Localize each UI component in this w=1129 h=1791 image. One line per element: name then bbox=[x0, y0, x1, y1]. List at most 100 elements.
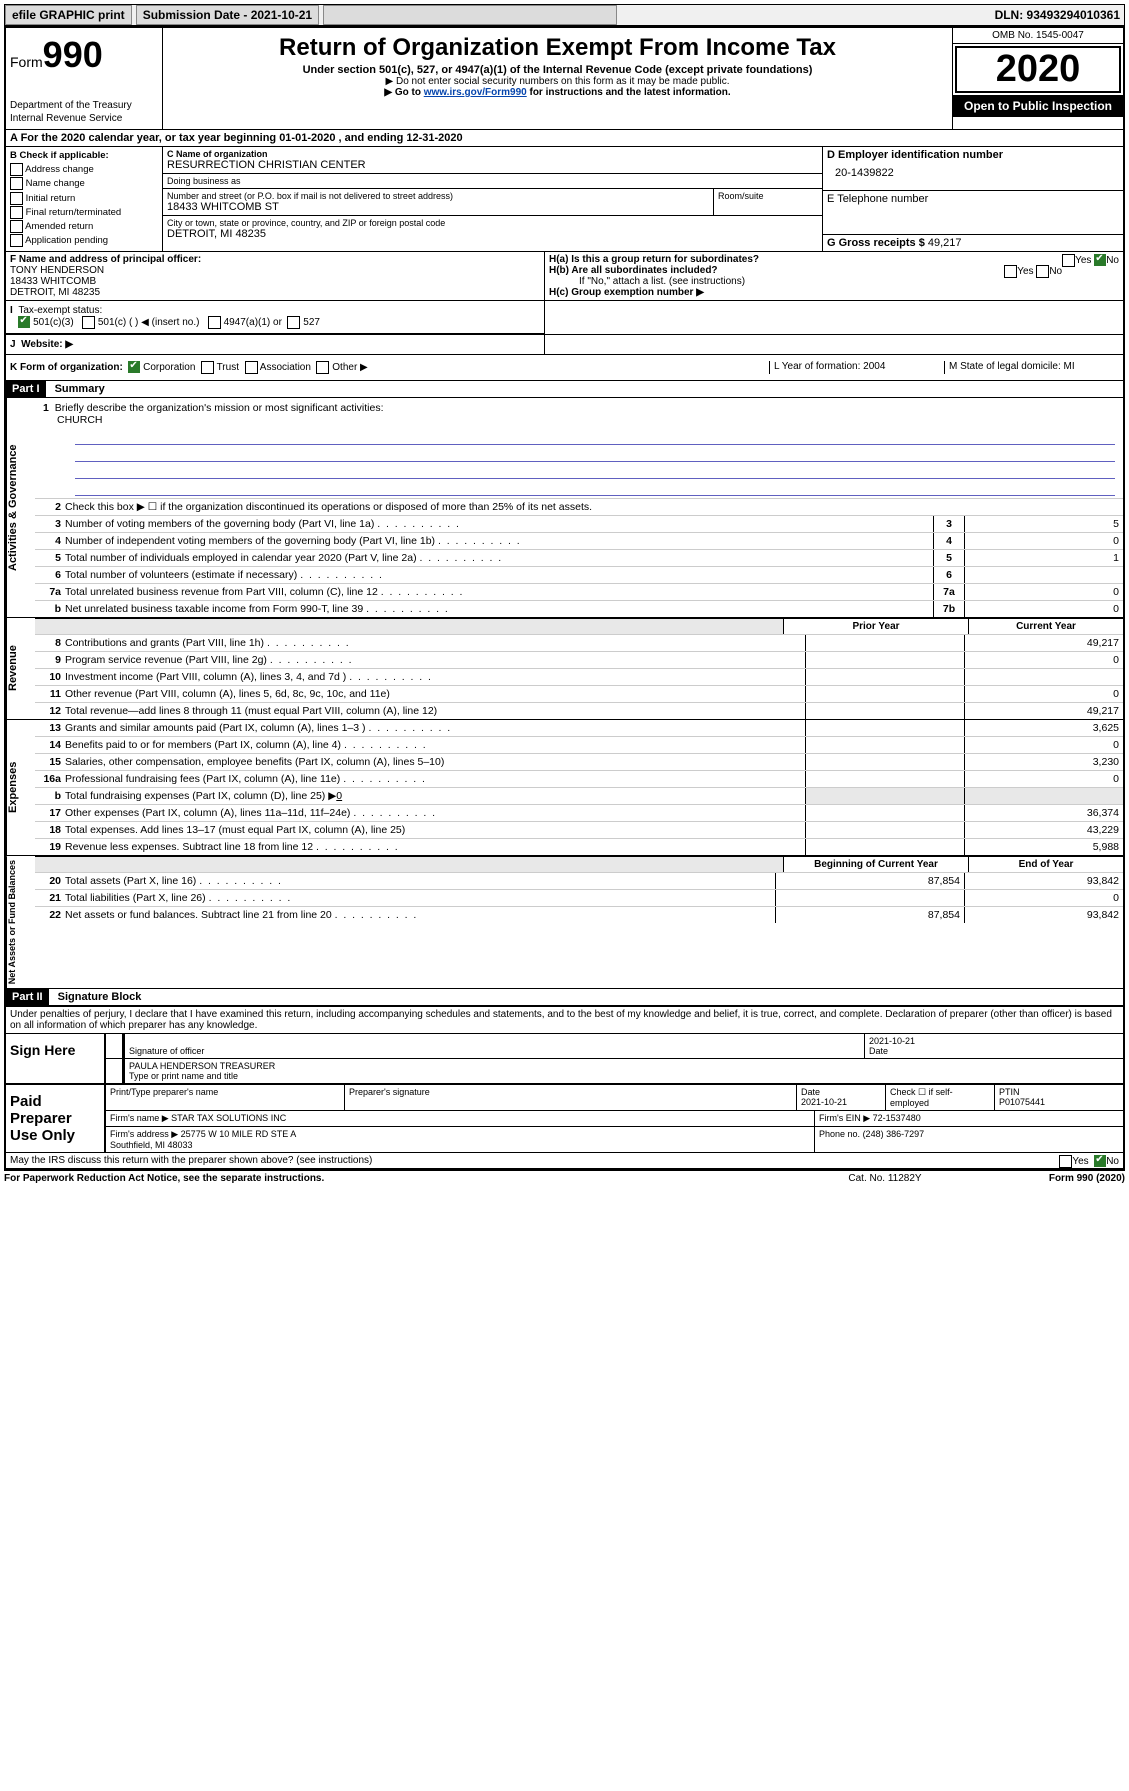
ptin-value: P01075441 bbox=[999, 1097, 1045, 1107]
line10: Investment income (Part VIII, column (A)… bbox=[65, 669, 805, 685]
line7b: Net unrelated business taxable income fr… bbox=[65, 601, 933, 617]
cat-no: Cat. No. 11282Y bbox=[795, 1173, 975, 1184]
check-501c[interactable] bbox=[82, 316, 95, 329]
line5-val: 1 bbox=[964, 550, 1123, 566]
officer-label: F Name and address of principal officer: bbox=[10, 254, 201, 265]
line6-val bbox=[964, 567, 1123, 583]
check-amended[interactable]: Amended return bbox=[10, 220, 158, 234]
line8: Contributions and grants (Part VIII, lin… bbox=[65, 635, 805, 651]
check-corporation[interactable] bbox=[128, 361, 140, 373]
line16a: Professional fundraising fees (Part IX, … bbox=[65, 771, 805, 787]
line1-value: CHURCH bbox=[43, 414, 103, 426]
form-number: Form990 bbox=[10, 32, 158, 79]
line21-begin bbox=[775, 890, 964, 906]
line2: Check this box ▶ ☐ if the organization d… bbox=[65, 499, 1123, 515]
line17-val: 36,374 bbox=[964, 805, 1123, 821]
form-subtitle: Under section 501(c), 527, or 4947(a)(1)… bbox=[171, 64, 944, 76]
prior-year-hdr: Prior Year bbox=[783, 619, 968, 634]
end-year-hdr: End of Year bbox=[968, 857, 1123, 872]
signer-name: PAULA HENDERSON TREASURER bbox=[129, 1061, 275, 1071]
line20: Total assets (Part X, line 16) bbox=[65, 873, 775, 889]
tel-label: E Telephone number bbox=[827, 193, 1119, 205]
self-employed-check[interactable]: Check ☐ if self-employed bbox=[886, 1085, 995, 1110]
officer-addr1: 18433 WHITCOMB bbox=[10, 276, 96, 287]
website-label: Website: ▶ bbox=[21, 339, 73, 350]
line20-begin: 87,854 bbox=[775, 873, 964, 889]
line7a: Total unrelated business revenue from Pa… bbox=[65, 584, 933, 600]
discuss-yes[interactable] bbox=[1059, 1155, 1072, 1168]
pra-notice: For Paperwork Reduction Act Notice, see … bbox=[4, 1173, 795, 1184]
firm-ein: 72-1537480 bbox=[873, 1113, 921, 1123]
check-name-change[interactable]: Name change bbox=[10, 177, 158, 191]
ein-value: 20-1439822 bbox=[827, 161, 1119, 179]
line12-val: 49,217 bbox=[964, 703, 1123, 719]
check-final-return[interactable]: Final return/terminated bbox=[10, 206, 158, 220]
dln-label: DLN: 93493294010361 bbox=[995, 8, 1124, 22]
line21: Total liabilities (Part X, line 26) bbox=[65, 890, 775, 906]
line4: Number of independent voting members of … bbox=[65, 533, 933, 549]
h-c: H(c) Group exemption number ▶ bbox=[549, 287, 1119, 298]
line13-val: 3,625 bbox=[964, 720, 1123, 736]
h-b: H(b) Are all subordinates included? Yes … bbox=[549, 265, 1119, 276]
form-footer: Form 990 (2020) bbox=[975, 1173, 1125, 1184]
line9-val: 0 bbox=[964, 652, 1123, 668]
firm-name: STAR TAX SOLUTIONS INC bbox=[171, 1113, 286, 1123]
line19-val: 5,988 bbox=[964, 839, 1123, 855]
part1-header: Part I bbox=[6, 381, 46, 397]
check-address-change[interactable]: Address change bbox=[10, 163, 158, 177]
line9: Program service revenue (Part VIII, line… bbox=[65, 652, 805, 668]
check-app-pending[interactable]: Application pending bbox=[10, 234, 158, 248]
begin-year-hdr: Beginning of Current Year bbox=[783, 857, 968, 872]
org-name-label: C Name of organization bbox=[167, 149, 818, 159]
year-formation: L Year of formation: 2004 bbox=[769, 361, 944, 374]
gov-vlabel: Activities & Governance bbox=[6, 398, 35, 617]
form-org-label: K Form of organization: bbox=[10, 362, 123, 373]
line14-val: 0 bbox=[964, 737, 1123, 753]
link-note: ▶ Go to www.irs.gov/Form990 for instruct… bbox=[171, 87, 944, 98]
line22: Net assets or fund balances. Subtract li… bbox=[65, 907, 775, 923]
line3: Number of voting members of the governin… bbox=[65, 516, 933, 532]
ein-label: D Employer identification number bbox=[827, 149, 1119, 161]
line11: Other revenue (Part VIII, column (A), li… bbox=[65, 686, 805, 702]
top-toolbar: efile GRAPHIC print Submission Date - 20… bbox=[4, 4, 1125, 26]
check-other[interactable] bbox=[316, 361, 329, 374]
line10-val bbox=[964, 669, 1123, 685]
h-a: H(a) Is this a group return for subordin… bbox=[549, 254, 1119, 265]
submission-date-button[interactable]: Submission Date - 2021-10-21 bbox=[136, 5, 319, 25]
check-association[interactable] bbox=[245, 361, 258, 374]
tax-year: 2020 bbox=[955, 46, 1121, 93]
col-b-label: B Check if applicable: bbox=[10, 149, 158, 163]
street-label: Number and street (or P.O. box if mail i… bbox=[167, 191, 709, 201]
part1-title: Summary bbox=[49, 381, 111, 397]
check-501c3[interactable] bbox=[18, 316, 30, 328]
org-name: RESURRECTION CHRISTIAN CENTER bbox=[167, 159, 818, 171]
line12: Total revenue—add lines 8 through 11 (mu… bbox=[65, 703, 805, 719]
line17: Other expenses (Part IX, column (A), lin… bbox=[65, 805, 805, 821]
line18-val: 43,229 bbox=[964, 822, 1123, 838]
efile-button[interactable]: efile GRAPHIC print bbox=[5, 5, 132, 25]
gross-value: 49,217 bbox=[928, 237, 962, 249]
irs-link[interactable]: www.irs.gov/Form990 bbox=[424, 87, 527, 98]
paid-preparer-label: Paid Preparer Use Only bbox=[6, 1085, 106, 1152]
check-4947[interactable] bbox=[208, 316, 221, 329]
discuss-no[interactable] bbox=[1094, 1155, 1106, 1167]
check-trust[interactable] bbox=[201, 361, 214, 374]
form-title: Return of Organization Exempt From Incom… bbox=[171, 34, 944, 62]
line4-val: 0 bbox=[964, 533, 1123, 549]
firm-phone: (248) 386-7297 bbox=[863, 1129, 925, 1139]
line15-val: 3,230 bbox=[964, 754, 1123, 770]
check-initial-return[interactable]: Initial return bbox=[10, 192, 158, 206]
part2-title: Signature Block bbox=[52, 989, 148, 1005]
street-value: 18433 WHITCOMB ST bbox=[167, 201, 709, 213]
dept-label: Department of the Treasury Internal Reve… bbox=[10, 99, 158, 125]
blank-button bbox=[323, 5, 617, 25]
line20-end: 93,842 bbox=[964, 873, 1123, 889]
omb-label: OMB No. 1545-0047 bbox=[953, 28, 1123, 44]
line3-val: 5 bbox=[964, 516, 1123, 532]
line16a-val: 0 bbox=[964, 771, 1123, 787]
line8-val: 49,217 bbox=[964, 635, 1123, 651]
line16b: Total fundraising expenses (Part IX, col… bbox=[65, 788, 805, 804]
rev-vlabel: Revenue bbox=[6, 618, 35, 719]
check-527[interactable] bbox=[287, 316, 300, 329]
line22-begin: 87,854 bbox=[775, 907, 964, 923]
